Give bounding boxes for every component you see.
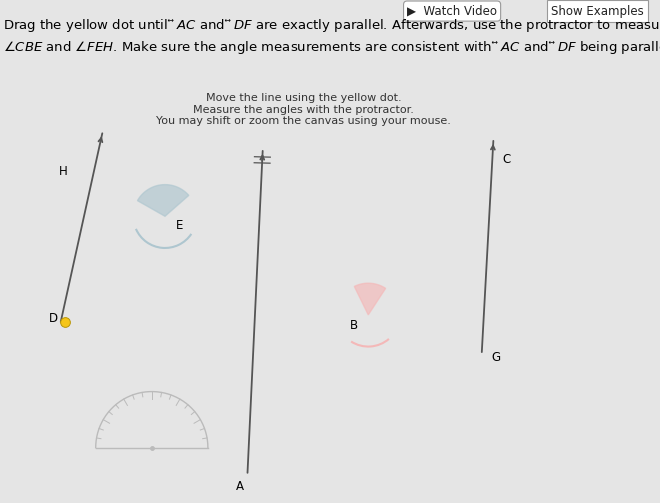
Polygon shape [137, 185, 189, 216]
Text: Move the line using the yellow dot.: Move the line using the yellow dot. [206, 93, 401, 103]
Text: You may shift or zoom the canvas using your mouse.: You may shift or zoom the canvas using y… [156, 116, 451, 126]
Polygon shape [354, 283, 385, 315]
Text: Drag the yellow dot until $\overleftrightarrow{AC}$ and $\overleftrightarrow{DF}: Drag the yellow dot until $\overleftrigh… [3, 17, 660, 34]
Text: $\angle CBE$ and $\angle FEH$. Make sure the angle measurements are consistent w: $\angle CBE$ and $\angle FEH$. Make sure… [3, 39, 660, 56]
Text: D: D [49, 312, 58, 325]
Text: A: A [236, 479, 244, 492]
Text: Measure the angles with the protractor.: Measure the angles with the protractor. [193, 105, 414, 115]
Text: E: E [176, 219, 183, 232]
Text: ▶  Watch Video: ▶ Watch Video [407, 5, 497, 18]
Text: H: H [59, 165, 68, 179]
Text: C: C [502, 153, 510, 166]
Text: G: G [492, 351, 501, 364]
Text: B: B [350, 319, 358, 332]
Text: Show Examples: Show Examples [551, 5, 644, 18]
